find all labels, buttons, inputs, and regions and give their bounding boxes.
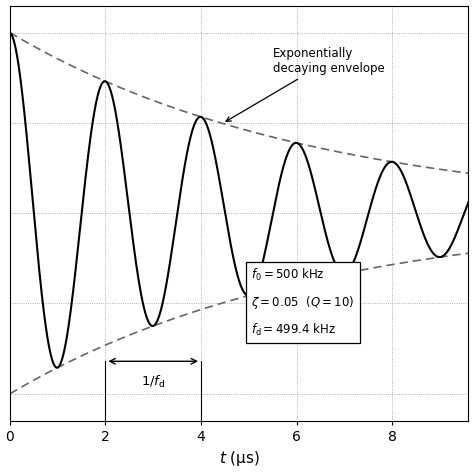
Text: Exponentially
decaying envelope: Exponentially decaying envelope: [226, 47, 384, 121]
Text: $f_0 = 500$ kHz
$\zeta = 0.05\ \ (Q = 10)$
$f_{\rm d} = 499.4$ kHz: $f_0 = 500$ kHz $\zeta = 0.05\ \ (Q = 10…: [251, 267, 355, 338]
Text: $1/f_{\rm d}$: $1/f_{\rm d}$: [141, 374, 165, 390]
X-axis label: $t$ (µs): $t$ (µs): [219, 449, 260, 468]
